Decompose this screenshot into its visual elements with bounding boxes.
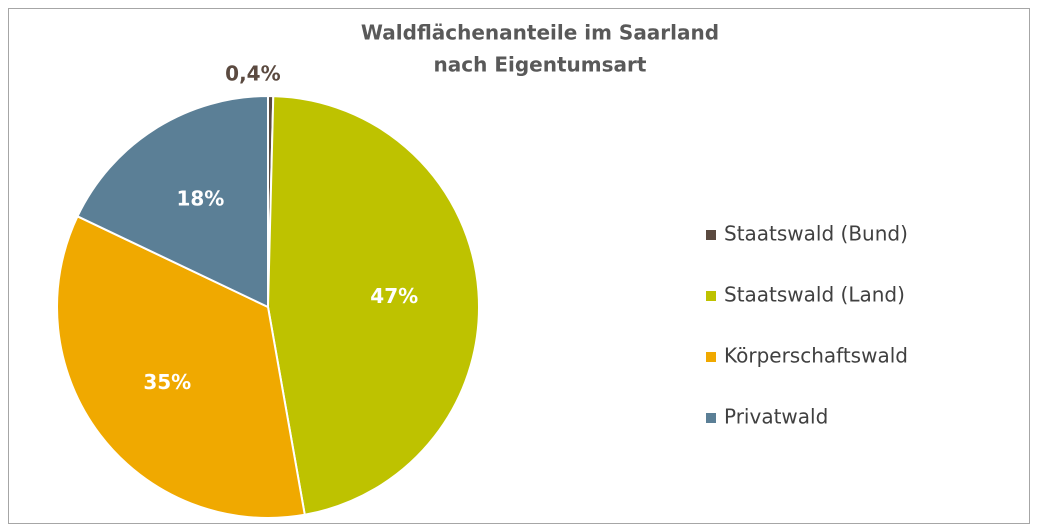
- legend-label: Privatwald: [724, 405, 828, 429]
- pie-slice: [266, 95, 480, 516]
- pie-slice: [76, 94, 269, 309]
- chart-title: nach Eigentumsart: [434, 53, 647, 77]
- legend-label: Körperschaftswald: [724, 344, 908, 368]
- legend-swatch: [706, 352, 716, 362]
- data-label: 0,4%: [225, 61, 280, 85]
- legend-swatch: [706, 230, 716, 240]
- legend-label: Staatswald (Land): [724, 283, 905, 307]
- chart-title: Waldflächenanteile im Saarland: [361, 21, 719, 45]
- data-label: 47%: [370, 284, 418, 308]
- data-label: 18%: [176, 186, 224, 210]
- data-label: 35%: [143, 370, 191, 394]
- pie-slice: [56, 214, 306, 519]
- legend-label: Staatswald (Bund): [724, 222, 908, 246]
- legend-swatch: [706, 291, 716, 301]
- legend-swatch: [706, 413, 716, 423]
